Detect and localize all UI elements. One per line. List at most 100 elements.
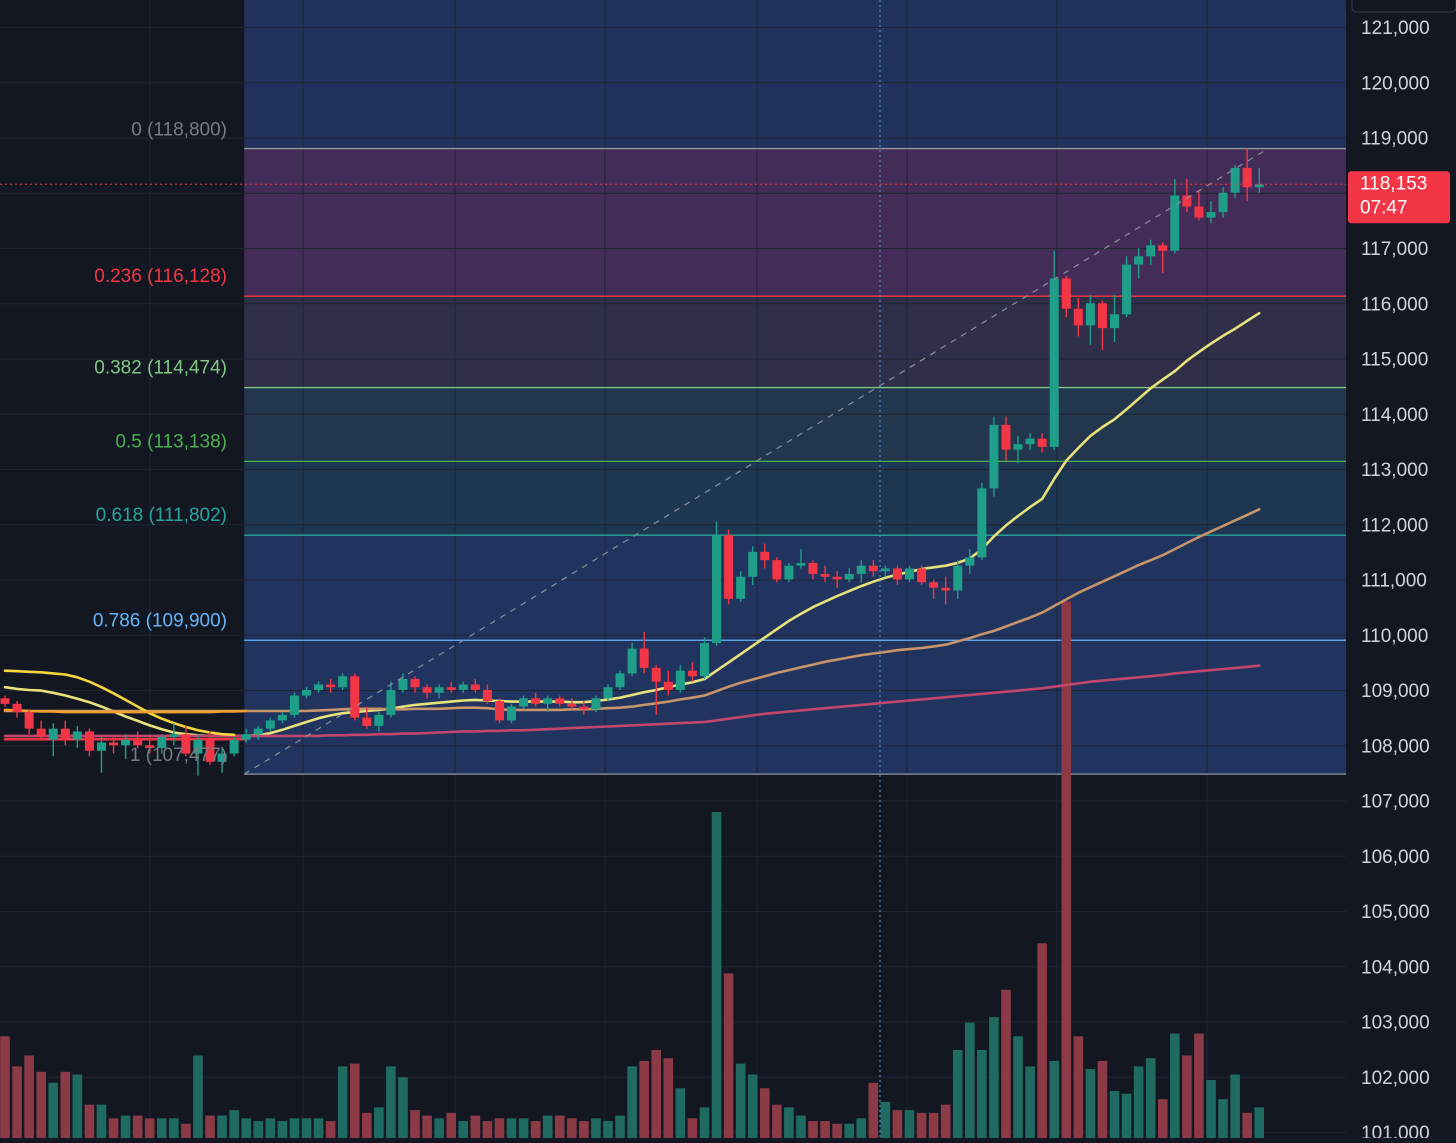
volume-bar [48, 1082, 59, 1138]
candle [832, 571, 842, 588]
candle [712, 521, 722, 646]
candle-body [1110, 314, 1120, 329]
candle [350, 673, 360, 721]
fibonacci-levels[interactable] [244, 147, 1346, 775]
candle-body [675, 670, 685, 690]
price-tick-label: 113,000 [1361, 460, 1428, 481]
candle-body [1254, 184, 1264, 188]
candle-body [229, 739, 239, 754]
candle-body [929, 582, 939, 588]
candle [229, 736, 239, 757]
candle [808, 560, 818, 580]
volume-bars [0, 601, 1265, 1138]
volume-bar [422, 1115, 432, 1138]
candle [615, 670, 625, 690]
candle [482, 684, 492, 704]
candle [157, 734, 167, 754]
price-tick-label: 105,000 [1361, 902, 1430, 923]
candle-body [253, 728, 263, 735]
candle-body [181, 734, 191, 754]
candle-body [386, 690, 396, 715]
candle-body [1242, 167, 1252, 188]
candle-body [193, 739, 203, 754]
candle [84, 728, 94, 757]
volume-bar [989, 1017, 999, 1138]
candle-body [748, 551, 758, 577]
candle-body [145, 745, 155, 749]
candle [724, 529, 734, 605]
candle-body [1206, 212, 1216, 218]
price-tick-label: 117,000 [1361, 239, 1428, 260]
candle-body [458, 684, 468, 690]
candle [1158, 242, 1168, 273]
fibonacci-labels: 0 (118,800) 0.236 (116,128) 0.382 (114,474… [93, 120, 227, 767]
price-tick-label: 103,000 [1361, 1013, 1430, 1034]
candle-body [338, 676, 348, 688]
candle [1194, 189, 1204, 221]
candle [326, 678, 336, 693]
candle [24, 709, 34, 735]
candle [651, 665, 661, 715]
candle-body [422, 687, 432, 693]
candle [434, 684, 444, 699]
candle [36, 720, 46, 740]
candle [470, 678, 480, 693]
candle [1170, 178, 1180, 254]
volume-bar [904, 1110, 915, 1138]
candle-body [482, 690, 492, 702]
volume-bar [386, 1066, 396, 1138]
volume-bar [470, 1115, 481, 1138]
volume-bar [229, 1110, 239, 1138]
candle-body [615, 673, 625, 688]
candle [772, 557, 782, 583]
volume-bar [169, 1118, 179, 1138]
volume-bar [313, 1118, 324, 1138]
candle-body [1122, 264, 1132, 315]
candle-body [1158, 245, 1168, 251]
volume-bar [675, 1088, 686, 1138]
candle [289, 692, 299, 718]
candle [12, 701, 22, 718]
candle [591, 695, 601, 713]
candle-body [531, 698, 541, 704]
volume-bar [96, 1104, 107, 1138]
candle-body [687, 670, 697, 677]
volume-bar [1170, 1033, 1180, 1138]
volume-bar [120, 1115, 131, 1138]
candle-body [72, 731, 82, 740]
candle [1230, 165, 1240, 199]
price-axis[interactable]: 121,000120,000119,000118,000117,000116,0… [1346, 0, 1456, 1143]
volume-bar [60, 1071, 71, 1138]
candle [277, 712, 287, 724]
candle-body [470, 684, 480, 690]
fib-label-3: 0.5 (113,138) [115, 431, 227, 452]
volume-bar [844, 1123, 854, 1138]
volume-bar [1206, 1080, 1216, 1138]
candle [1122, 256, 1132, 318]
price-tick-label: 112,000 [1361, 515, 1428, 536]
candle [217, 748, 227, 773]
candle-body [772, 560, 782, 580]
volume-bar [940, 1104, 951, 1138]
candle-body [1085, 303, 1095, 326]
volume-bar [1049, 1060, 1060, 1138]
last-price-value: 118,153 [1360, 173, 1427, 194]
price-tick-label: 119,000 [1361, 129, 1428, 150]
candle-body [627, 648, 637, 674]
candle-body [941, 587, 951, 591]
price-tick-label: 110,000 [1361, 626, 1428, 647]
volume-bar [36, 1071, 46, 1138]
volume-bar [494, 1118, 505, 1138]
candle [989, 416, 999, 497]
volume-bar [856, 1118, 867, 1138]
volume-bar [181, 1123, 191, 1138]
candle-body [398, 678, 408, 690]
candle-body [374, 714, 384, 726]
volume-bar [325, 1121, 336, 1138]
candle [133, 731, 143, 749]
volume-bar [892, 1110, 903, 1138]
candle-body [519, 698, 529, 707]
fib-label-1: 0.236 (116,128) [94, 266, 227, 287]
